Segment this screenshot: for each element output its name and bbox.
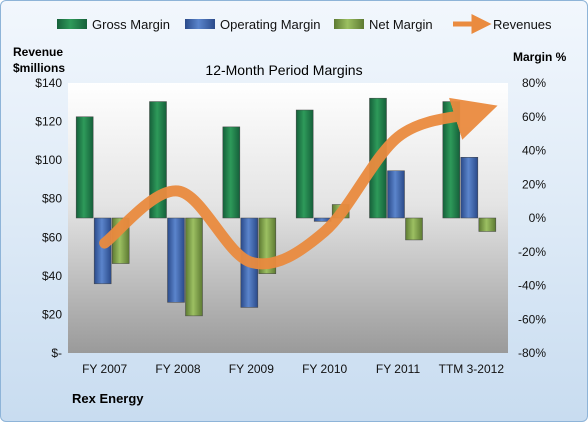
right-tick-label: -80% bbox=[518, 346, 546, 360]
left-tick-label: $60 bbox=[42, 230, 62, 244]
legend-swatch-gross-margin bbox=[57, 19, 87, 29]
right-tick-label: -60% bbox=[518, 312, 546, 326]
left-axis: $140 $120 $100 $80 $60 $40 $20 $- bbox=[35, 76, 62, 360]
gross-margin-bar bbox=[222, 126, 241, 219]
net-margin-bar bbox=[405, 217, 423, 241]
right-tick-label: 80% bbox=[522, 76, 546, 90]
right-tick-label: 20% bbox=[522, 177, 546, 191]
legend: Gross Margin Operating Margin Net Margin… bbox=[57, 14, 552, 34]
legend-label-operating-margin: Operating Margin bbox=[220, 17, 320, 32]
left-tick-label: $80 bbox=[42, 192, 62, 206]
left-tick-label: $120 bbox=[35, 115, 62, 129]
x-axis: FY 2007 FY 2008 FY 2009 FY 2010 FY 2011 TTM 3… bbox=[82, 362, 504, 376]
right-tick-label: 60% bbox=[522, 110, 546, 124]
right-axis-title: Margin % bbox=[513, 50, 567, 64]
legend-swatch-net-margin bbox=[334, 19, 364, 29]
left-tick-label: $- bbox=[51, 346, 62, 360]
x-tick-label: FY 2007 bbox=[82, 362, 127, 376]
plot-area bbox=[68, 83, 508, 353]
x-tick-label: FY 2009 bbox=[229, 362, 274, 376]
operating-margin-bar bbox=[460, 157, 479, 219]
left-tick-label: $20 bbox=[42, 307, 62, 321]
left-tick-label: $140 bbox=[35, 76, 62, 90]
right-tick-label: 0% bbox=[529, 211, 547, 225]
x-tick-label: FY 2008 bbox=[155, 362, 200, 376]
operating-margin-bar bbox=[93, 217, 112, 285]
operating-margin-bar bbox=[167, 217, 185, 303]
net-margin-bar bbox=[185, 217, 203, 317]
operating-margin-bar bbox=[387, 170, 405, 219]
x-tick-label: TTM 3-2012 bbox=[439, 362, 505, 376]
gross-margin-bar bbox=[295, 109, 314, 219]
legend-swatch-operating-margin bbox=[185, 19, 215, 29]
left-axis-title-line2: $millions bbox=[13, 61, 65, 75]
x-tick-label: FY 2011 bbox=[376, 362, 421, 376]
right-tick-label: -20% bbox=[518, 245, 546, 259]
company-name: Rex Energy bbox=[72, 391, 144, 406]
gross-margin-bar bbox=[75, 116, 94, 219]
left-tick-label: $100 bbox=[35, 153, 62, 167]
net-margin-bar bbox=[478, 217, 497, 232]
x-tick-label: FY 2010 bbox=[302, 362, 347, 376]
revenues-line bbox=[99, 97, 498, 270]
legend-label-revenues: Revenues bbox=[493, 17, 552, 32]
legend-label-net-margin: Net Margin bbox=[369, 17, 433, 32]
right-tick-label: 40% bbox=[522, 144, 546, 158]
right-tick-label: -40% bbox=[518, 279, 546, 293]
right-axis: 80% 60% 40% 20% 0% -20% -40% -60% -80% bbox=[518, 76, 546, 360]
chart-title: 12-Month Period Margins bbox=[205, 62, 362, 78]
left-axis-title-line1: Revenue bbox=[13, 45, 63, 59]
left-tick-label: $40 bbox=[42, 269, 62, 283]
legend-label-gross-margin: Gross Margin bbox=[92, 17, 170, 32]
